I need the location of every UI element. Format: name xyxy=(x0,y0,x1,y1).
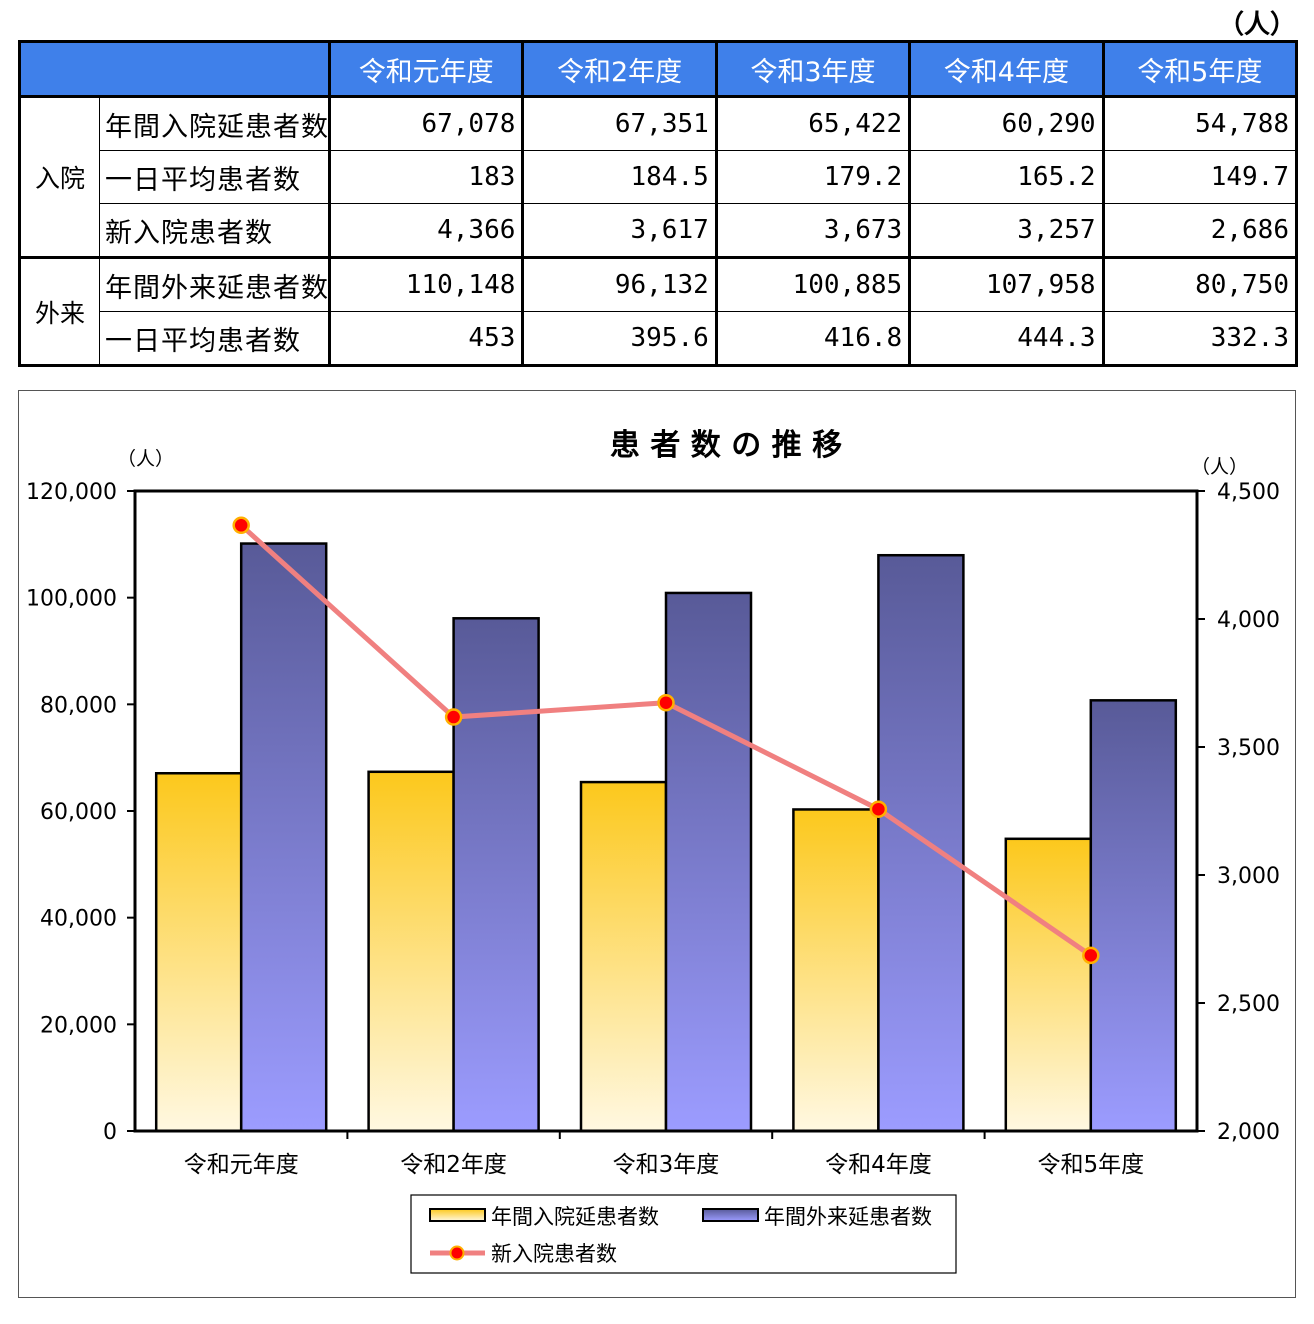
left-axis-tick-label: 100,000 xyxy=(26,587,117,612)
outpatient-bar xyxy=(452,617,540,1133)
legend-label-inpatient: 年間入院延患者数 xyxy=(491,1205,659,1229)
inpatient-bar xyxy=(579,780,668,1133)
inpatient-bar xyxy=(1004,837,1093,1133)
x-axis-category-label: 令和3年度 xyxy=(613,1152,720,1178)
right-axis-unit: （人） xyxy=(1191,456,1248,478)
legend-swatch-inpatient xyxy=(429,1208,486,1222)
table-cell: 179.2 xyxy=(715,150,912,204)
table-cell: 332.3 xyxy=(1102,311,1298,366)
table-cell: 453 xyxy=(328,311,525,366)
table-header-row: 令和元年度 令和2年度 令和3年度 令和4年度 令和5年度 xyxy=(19,41,1298,98)
year-header: 令和3年度 xyxy=(715,41,912,98)
row-label: 年間外来延患者数 xyxy=(99,256,331,312)
table-cell: 395.6 xyxy=(522,311,718,366)
table-cell: 110,148 xyxy=(328,256,525,312)
table-cell: 96,132 xyxy=(522,256,718,312)
new-admissions-point xyxy=(869,800,888,818)
table-cell: 100,885 xyxy=(715,256,912,312)
table-cell: 4,366 xyxy=(328,203,525,258)
left-axis-tick-label: 120,000 xyxy=(26,480,117,505)
table-cell: 107,958 xyxy=(909,256,1105,312)
year-header: 令和4年度 xyxy=(909,41,1105,98)
table-cell: 54,788 xyxy=(1102,96,1298,151)
legend-label-new-admissions: 新入院患者数 xyxy=(491,1242,617,1266)
inpatient-bar xyxy=(154,772,243,1133)
x-axis-category-label: 令和元年度 xyxy=(184,1152,299,1178)
row-label: 年間入院延患者数 xyxy=(99,96,331,151)
patient-statistics-table: 令和元年度 令和2年度 令和3年度 令和4年度 令和5年度 入院 年間入院延患者… xyxy=(18,40,1298,367)
legend-swatch-marker xyxy=(449,1245,465,1261)
table-cell: 3,673 xyxy=(715,203,912,258)
year-header: 令和2年度 xyxy=(522,41,718,98)
group-label-outpatient: 外来 xyxy=(19,256,100,366)
table-corner-cell xyxy=(19,41,331,98)
table-row: 入院 年間入院延患者数 67,078 67,351 65,422 60,290 … xyxy=(19,96,1298,258)
table-cell: 67,078 xyxy=(328,96,525,151)
outpatient-bar xyxy=(1089,699,1178,1133)
left-axis-unit: （人） xyxy=(117,448,174,470)
year-header: 令和5年度 xyxy=(1102,41,1298,98)
new-admissions-point xyxy=(1082,946,1100,965)
table-row: 一日平均患者数 453 395.6 416.8 444.3 332.3 xyxy=(20,311,1298,366)
table-cell: 183 xyxy=(328,150,525,204)
table-cell: 80,750 xyxy=(1102,256,1298,312)
left-axis-tick-label: 60,000 xyxy=(40,800,117,825)
x-axis-category-label: 令和5年度 xyxy=(1037,1152,1144,1178)
chart-container: 患 者 数 の 推 移 （人） （人） 0 20,000 40,000 60,000 8… xyxy=(18,390,1296,1298)
table-cell: 3,257 xyxy=(909,203,1105,258)
legend-label-outpatient: 年間外来延患者数 xyxy=(764,1205,932,1229)
legend-swatch-outpatient xyxy=(702,1208,759,1222)
x-axis-category-label: 令和2年度 xyxy=(400,1152,507,1178)
legend-box xyxy=(410,1194,957,1274)
table-row: 一日平均患者数 183 184.5 179.2 165.2 149.7 xyxy=(20,150,1298,204)
left-axis-tick-label: 0 xyxy=(103,1120,117,1145)
left-axis-tick-label: 40,000 xyxy=(40,907,117,932)
new-admissions-point xyxy=(444,708,463,726)
outpatient-bar xyxy=(664,591,753,1133)
outpatient-bar xyxy=(877,553,965,1133)
right-axis-tick-label: 4,500 xyxy=(1217,480,1280,505)
row-label: 一日平均患者数 xyxy=(99,311,331,366)
right-axis-tick-label: 3,500 xyxy=(1217,736,1280,761)
new-admissions-point xyxy=(232,516,250,535)
new-admissions-point xyxy=(657,693,675,712)
right-axis-tick-label: 3,000 xyxy=(1217,864,1280,889)
table-cell: 149.7 xyxy=(1102,150,1298,204)
table-unit-label: （人） xyxy=(1218,10,1297,40)
outpatient-bar xyxy=(239,542,328,1133)
x-axis-category-label: 令和4年度 xyxy=(825,1152,932,1178)
left-axis-tick-label: 80,000 xyxy=(40,693,117,718)
row-label: 新入院患者数 xyxy=(99,203,331,258)
right-axis-tick-label: 2,500 xyxy=(1217,992,1280,1017)
left-axis-tick-label: 20,000 xyxy=(40,1013,117,1038)
table-cell: 2,686 xyxy=(1102,203,1298,258)
right-axis-tick-label: 4,000 xyxy=(1217,608,1280,633)
table-cell: 416.8 xyxy=(715,311,912,366)
row-label: 一日平均患者数 xyxy=(99,150,331,204)
chart-title: 患 者 数 の 推 移 xyxy=(610,428,842,463)
right-axis-tick-label: 2,000 xyxy=(1217,1120,1280,1145)
table-cell: 184.5 xyxy=(522,150,718,204)
table-cell: 67,351 xyxy=(522,96,718,151)
patient-trend-chart: 患 者 数 の 推 移 （人） （人） 0 20,000 40,000 60,000 8… xyxy=(26,428,1280,1274)
table-row: 新入院患者数 4,366 3,617 3,673 3,257 2,686 xyxy=(20,203,1298,258)
year-header: 令和元年度 xyxy=(328,41,525,98)
table-cell: 165.2 xyxy=(909,150,1105,204)
table-row: 外来 年間外来延患者数 110,148 96,132 100,885 107,9… xyxy=(19,256,1298,366)
table-cell: 60,290 xyxy=(909,96,1105,151)
table-cell: 65,422 xyxy=(715,96,912,151)
table-cell: 3,617 xyxy=(522,203,718,258)
table-cell: 444.3 xyxy=(909,311,1105,366)
group-label-inpatient: 入院 xyxy=(19,96,100,258)
inpatient-bar xyxy=(367,770,455,1133)
inpatient-bar xyxy=(792,808,880,1133)
